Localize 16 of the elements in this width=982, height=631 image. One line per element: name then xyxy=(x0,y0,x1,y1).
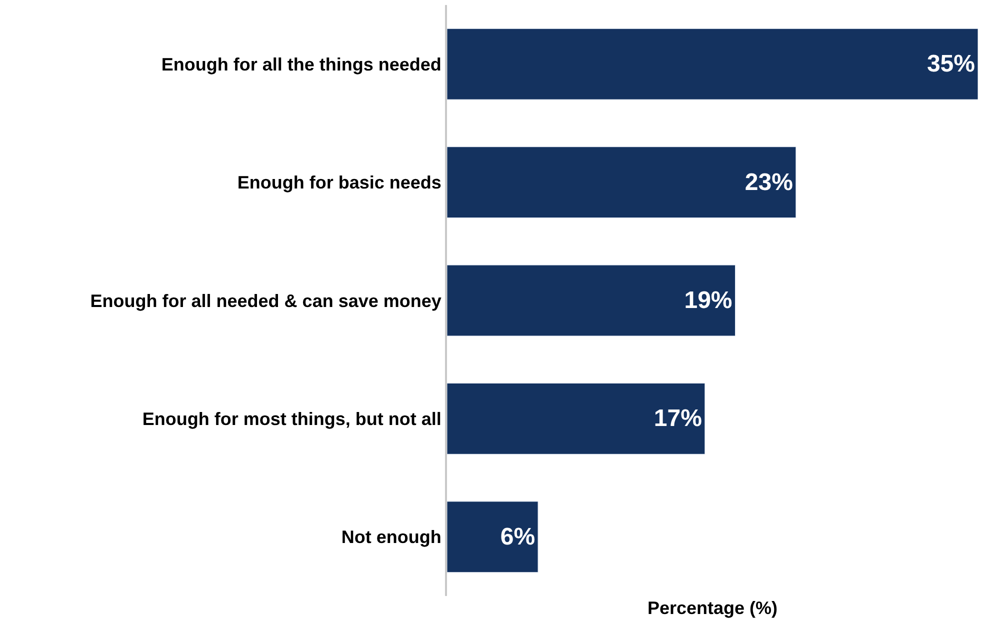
bar xyxy=(447,146,796,218)
data-label: 23% xyxy=(744,168,793,196)
bar xyxy=(447,28,978,100)
y-tick-label: Enough for all the things needed xyxy=(161,54,442,74)
y-tick-label: Enough for basic needs xyxy=(237,172,442,193)
data-label: 19% xyxy=(684,287,732,314)
bar xyxy=(447,501,538,573)
data-label: 6% xyxy=(500,523,536,550)
bar xyxy=(447,264,736,336)
y-tick-label: Enough for all needed & can save money xyxy=(90,290,442,311)
bar xyxy=(447,382,706,454)
data-label: 17% xyxy=(654,405,702,432)
y-tick-label: Enough for most things, but not all xyxy=(142,409,442,429)
y-tick-label: Not enough xyxy=(341,527,442,548)
data-label: 35% xyxy=(926,50,975,78)
x-axis-title: Percentage (%) xyxy=(647,598,778,618)
